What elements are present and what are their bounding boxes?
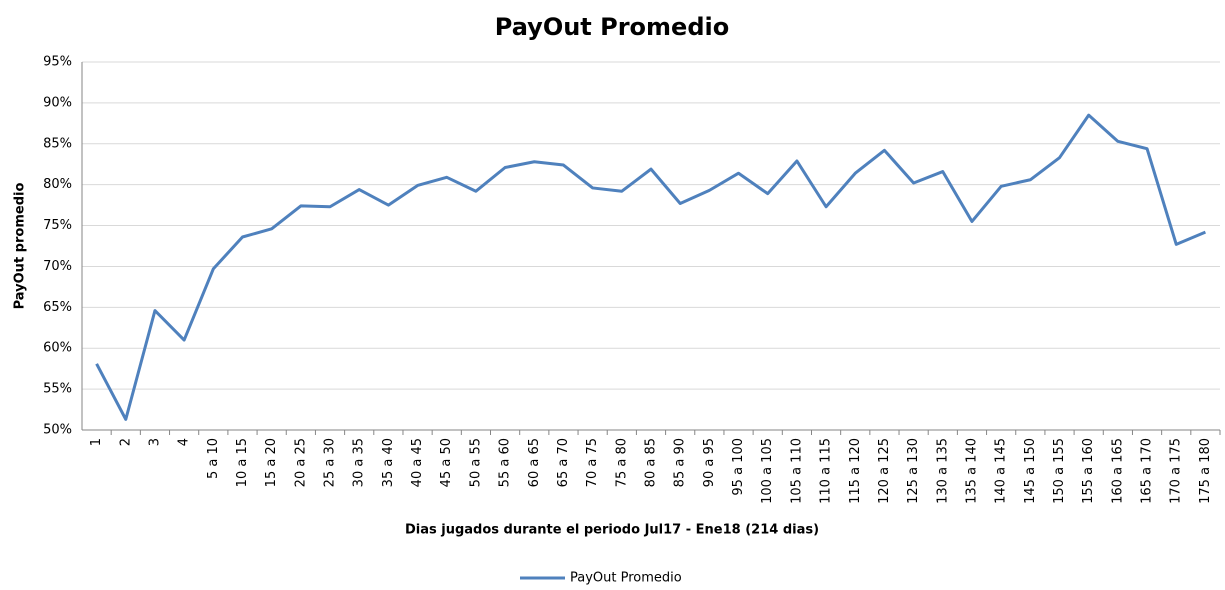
- y-tick-label: 85%: [43, 136, 72, 151]
- x-tick-label: 110 a 115: [819, 438, 834, 504]
- legend-label: PayOut Promedio: [570, 571, 682, 586]
- x-axis-label: Dias jugados durante el periodo Jul17 - …: [405, 523, 819, 538]
- x-tick-label: 160 a 165: [1110, 438, 1125, 504]
- y-tick-label: 60%: [43, 341, 72, 356]
- chart-title: PayOut Promedio: [495, 13, 729, 41]
- x-tick-label: 70 a 75: [585, 438, 600, 487]
- x-tick-label: 120 a 125: [877, 438, 892, 504]
- x-tick-label: 40 a 45: [410, 438, 425, 487]
- y-tick-label: 65%: [43, 300, 72, 315]
- y-tick-label: 80%: [43, 177, 72, 192]
- x-tick-label: 145 a 150: [1023, 438, 1038, 504]
- x-tick-label: 105 a 110: [789, 438, 804, 504]
- x-tick-label: 130 a 135: [935, 438, 950, 504]
- x-tick-label: 15 a 20: [264, 438, 279, 487]
- y-tick-label: 95%: [43, 55, 72, 70]
- x-tick-label: 4: [177, 438, 192, 446]
- x-tick-label: 165 a 170: [1140, 438, 1155, 504]
- x-tick-label: 55 a 60: [498, 438, 513, 487]
- x-tick-label: 150 a 155: [1052, 438, 1067, 504]
- x-tick-label: 50 a 55: [468, 438, 483, 487]
- x-tick-label: 140 a 145: [994, 438, 1009, 504]
- x-tick-label: 30 a 35: [352, 438, 367, 487]
- x-tick-label: 90 a 95: [702, 438, 717, 487]
- x-tick-label: 75 a 80: [614, 438, 629, 487]
- x-tick-label: 155 a 160: [1081, 438, 1096, 504]
- x-tick-label: 1: [89, 438, 104, 446]
- x-tick-label: 115 a 120: [848, 438, 863, 504]
- y-tick-label: 75%: [43, 218, 72, 233]
- x-tick-label: 35 a 40: [381, 438, 396, 487]
- y-tick-label: 50%: [43, 423, 72, 438]
- x-tick-label: 65 a 70: [556, 438, 571, 487]
- x-tick-label: 45 a 50: [439, 438, 454, 487]
- x-tick-label: 85 a 90: [673, 438, 688, 487]
- x-tick-label: 95 a 100: [731, 438, 746, 496]
- x-tick-label: 5 a 10: [206, 438, 221, 479]
- x-tick-label: 100 a 105: [760, 438, 775, 504]
- x-tick-label: 60 a 65: [527, 438, 542, 487]
- x-tick-label: 170 a 175: [1169, 438, 1184, 504]
- x-tick-label: 175 a 180: [1198, 438, 1213, 504]
- x-tick-label: 125 a 130: [906, 438, 921, 504]
- y-tick-label: 90%: [43, 95, 72, 110]
- data-line: [95, 113, 1206, 421]
- x-tick-label: 10 a 15: [235, 438, 250, 487]
- x-tick-label: 25 a 30: [323, 438, 338, 487]
- x-tick-label: 80 a 85: [644, 438, 659, 487]
- x-tick-label: 2: [118, 438, 133, 446]
- x-tick-label: 135 a 140: [964, 438, 979, 504]
- x-tick-label: 20 a 25: [293, 438, 308, 487]
- y-tick-label: 70%: [43, 259, 72, 274]
- y-axis-label: PayOut promedio: [13, 183, 28, 310]
- x-tick-label: 3: [147, 438, 162, 446]
- y-tick-label: 55%: [43, 382, 72, 397]
